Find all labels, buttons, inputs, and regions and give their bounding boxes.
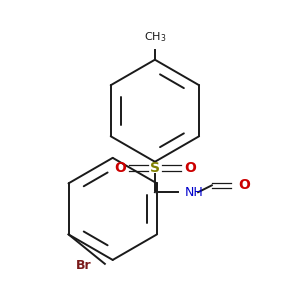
Text: O: O (238, 178, 250, 192)
Text: O: O (184, 161, 196, 175)
Text: S: S (150, 161, 160, 175)
Text: O: O (115, 161, 127, 175)
Text: Br: Br (76, 259, 91, 272)
Text: NH: NH (184, 186, 203, 199)
Text: CH$_3$: CH$_3$ (144, 30, 166, 44)
